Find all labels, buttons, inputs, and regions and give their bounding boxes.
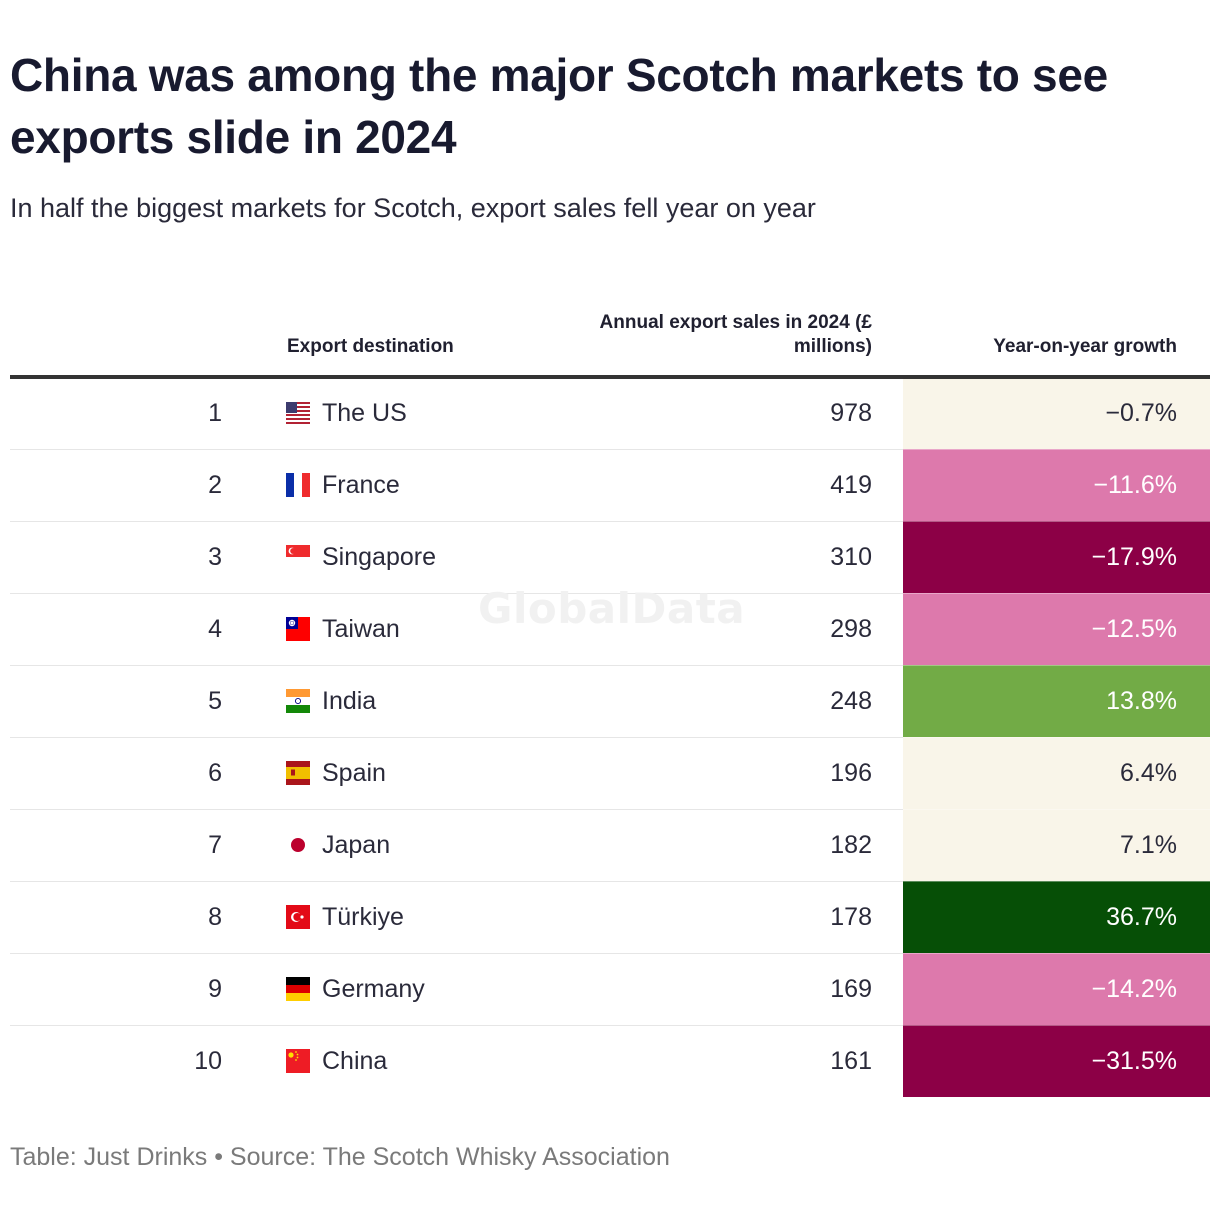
table-row: 7 Japan 182 7.1% — [10, 809, 1210, 882]
rank-cell: 4 — [10, 593, 250, 666]
destination-name: India — [322, 686, 377, 715]
table-row: 2 France 419 −11.6% — [10, 449, 1210, 522]
india-flag-icon — [286, 689, 310, 713]
destination-name: Germany — [322, 974, 425, 1003]
table-row: 4 Taiwan 298 −12.5% — [10, 593, 1210, 666]
destination-name: Singapore — [322, 542, 436, 571]
table-row: 1 The US 978 −0.7% — [10, 377, 1210, 450]
column-header-growth: Year-on-year growth — [903, 300, 1210, 379]
rank-cell: 7 — [10, 809, 250, 882]
table-row: 6 Spain 196 6.4% — [10, 737, 1210, 810]
rank-cell: 6 — [10, 737, 250, 810]
us-flag-icon — [286, 401, 310, 426]
destination-name: Türkiye — [322, 902, 404, 931]
germany-flag-icon — [286, 977, 310, 1001]
growth-cell: −14.2% — [903, 953, 1210, 1026]
column-header-rank — [10, 300, 250, 379]
destination-name: Japan — [322, 830, 391, 859]
chart-title: China was among the major Scotch markets… — [10, 49, 1108, 163]
destination-cell: India — [250, 665, 590, 738]
rank-cell: 10 — [194, 1046, 222, 1075]
column-header-sales: Annual export sales in 2024 (£ millions) — [590, 300, 903, 379]
destination-name: Spain — [322, 758, 386, 787]
destination-cell: Türkiye — [250, 881, 590, 954]
growth-cell: −11.6% — [903, 449, 1210, 522]
table-row: 5 India 248 13.8% — [10, 665, 1210, 738]
destination-cell: Germany — [250, 953, 590, 1026]
destination-cell: Taiwan — [250, 593, 590, 666]
destination-name: Taiwan — [322, 614, 400, 643]
rank-cell: 5 — [10, 665, 250, 738]
spain-flag-icon — [286, 761, 310, 785]
growth-cell: 36.7% — [903, 881, 1210, 954]
growth-cell: 7.1% — [903, 809, 1210, 882]
sales-cell: 161 — [830, 1046, 872, 1075]
watermark-logo: GlobalData — [478, 584, 746, 633]
rank-cell: 2 — [10, 449, 250, 522]
japan-flag-icon — [286, 833, 310, 857]
destination-cell: France — [250, 449, 590, 522]
destination-name: China — [322, 1046, 388, 1075]
sales-cell: 182 — [590, 809, 903, 882]
growth-cell: −17.9% — [903, 521, 1210, 594]
sales-cell: 298 — [590, 593, 903, 666]
sales-cell: 419 — [590, 449, 903, 522]
table-row: 8 Türkiye 178 36.7% — [10, 881, 1210, 954]
rank-cell: 3 — [10, 521, 250, 594]
chart-subtitle: In half the biggest markets for Scotch, … — [10, 193, 816, 223]
table-header-row: Export destination Annual export sales i… — [10, 300, 1210, 379]
sales-cell: 310 — [590, 521, 903, 594]
rank-cell: 1 — [10, 377, 250, 450]
destination-name: France — [322, 470, 400, 499]
turkiye-flag-icon — [286, 905, 310, 929]
growth-cell: 6.4% — [903, 737, 1210, 810]
sales-cell: 178 — [590, 881, 903, 954]
sales-cell: 169 — [590, 953, 903, 1026]
destination-name: The US — [322, 399, 407, 428]
growth-cell: −0.7% — [903, 377, 1210, 450]
taiwan-flag-icon — [286, 617, 310, 641]
column-header-destination: Export destination — [250, 300, 590, 379]
rank-cell: 8 — [10, 881, 250, 954]
growth-cell: −31.5% — [903, 1025, 1210, 1098]
growth-cell: −12.5% — [903, 593, 1210, 666]
destination-cell: Spain — [250, 737, 590, 810]
destination-cell: Singapore — [250, 521, 590, 594]
rank-cell: 9 — [10, 953, 250, 1026]
sales-cell: 978 — [590, 377, 903, 450]
sales-cell: 248 — [590, 665, 903, 738]
destination-cell: The US — [250, 377, 590, 450]
france-flag-icon — [286, 473, 310, 497]
table-row: 3 Singapore 310 −17.9% — [10, 521, 1210, 594]
destination-cell: Japan — [250, 809, 590, 882]
growth-cell: 13.8% — [903, 665, 1210, 738]
singapore-flag-icon — [286, 545, 310, 569]
china-flag-icon — [286, 1049, 310, 1074]
table-row: 9 Germany 169 −14.2% — [10, 953, 1210, 1026]
sales-cell: 196 — [590, 737, 903, 810]
exports-table: Export destination Annual export sales i… — [10, 300, 1210, 1098]
source-note: Table: Just Drinks • Source: The Scotch … — [10, 1143, 670, 1171]
table-row: 10 China 161 −31.5% — [10, 1025, 1210, 1098]
destination-cell: China — [250, 1025, 590, 1097]
